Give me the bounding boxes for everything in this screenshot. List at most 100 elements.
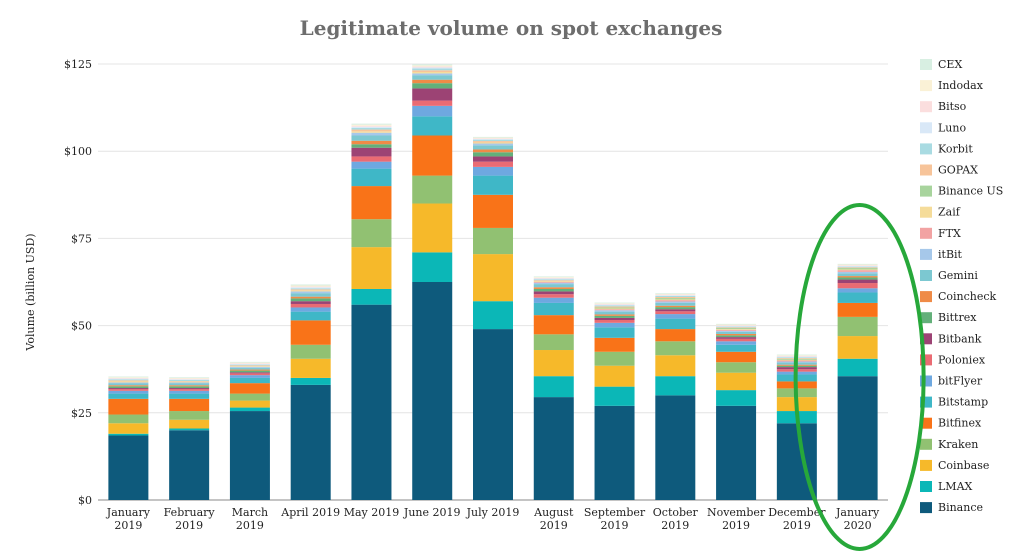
legend-swatch: [920, 375, 932, 387]
legend-swatch: [920, 185, 932, 197]
bar-segment: [290, 293, 331, 297]
legend-label: LMAX: [938, 480, 973, 493]
bar-segment: [594, 304, 635, 306]
bar-segment: [290, 285, 331, 287]
bar-segment: [473, 139, 513, 142]
bar-segment: [716, 362, 757, 373]
y-tick-label: $50: [71, 320, 92, 333]
bar-segment: [473, 138, 513, 140]
bar-segment: [290, 377, 331, 385]
bar-segment: [533, 284, 574, 288]
bar-segment: [412, 79, 453, 84]
bar-segment: [716, 328, 757, 330]
bar-segment: [473, 138, 513, 139]
legend-swatch: [920, 333, 932, 345]
y-tick-label: $0: [78, 494, 92, 507]
bar-segment: [473, 149, 513, 153]
legend-label: Bitbank: [938, 332, 982, 345]
bar-segment: [837, 376, 878, 500]
bar-segment: [169, 377, 210, 378]
bar-segment: [412, 70, 453, 73]
bar-segment: [412, 88, 453, 101]
bar-segment: [837, 336, 878, 359]
bar-segment: [108, 390, 149, 394]
x-tick-label: January 2019: [106, 506, 151, 532]
bar-segment: [837, 316, 878, 337]
bar-segment: [108, 388, 149, 390]
bar-segment: [473, 136, 513, 138]
x-tick-label: May 2019: [344, 506, 400, 519]
bar-segment: [837, 265, 878, 267]
bar-segment: [837, 283, 878, 289]
legend-label: Bitso: [938, 100, 967, 113]
legend-label: Coincheck: [938, 290, 997, 303]
bar-segment: [412, 282, 453, 500]
bar-segment: [594, 311, 635, 315]
bar-segment: [108, 376, 149, 378]
bar-segment: [169, 380, 210, 382]
bar-segment: [837, 264, 878, 266]
x-tick-label: February 2019: [164, 506, 216, 532]
bar-segment: [837, 263, 878, 265]
x-tick-label: March 2019: [232, 506, 268, 532]
bar-segment: [108, 389, 149, 391]
bar-segment: [594, 405, 635, 500]
bar-segment: [169, 386, 210, 389]
bar-segment: [108, 377, 149, 378]
bar-segment: [290, 284, 331, 286]
bar-segment: [169, 419, 210, 429]
bar-segment: [473, 161, 513, 167]
bar-segment: [533, 315, 574, 335]
bar-segment: [290, 311, 331, 321]
bar-segment: [351, 140, 392, 145]
bar-segment: [716, 325, 757, 326]
highlight-ellipse: [793, 203, 926, 551]
bar-segment: [655, 298, 696, 300]
bar-segment: [716, 329, 757, 330]
bar-segment: [594, 308, 635, 310]
bar-segment: [412, 72, 453, 74]
bar-segment: [169, 381, 210, 383]
bar-segment: [655, 309, 696, 312]
bar-segment: [290, 296, 331, 299]
legend-label: CEX: [938, 58, 962, 71]
bar-segment: [716, 337, 757, 339]
bar-segment: [229, 361, 270, 363]
bar-segment: [290, 286, 331, 288]
legend-label: Zaif: [938, 206, 961, 219]
legend: CEX Indodax Bitso Luno Korbit GOPAX Binance US…: [920, 58, 1003, 514]
bar-segment: [290, 303, 331, 308]
bar-segment: [290, 320, 331, 345]
bar-segment: [533, 350, 574, 377]
bar-segment: [716, 405, 757, 500]
bar-segment: [351, 161, 392, 169]
bar-segment: [473, 175, 513, 195]
legend-label: Binance: [938, 501, 983, 514]
bar-segment: [533, 277, 574, 279]
legend-label: Poloniex: [938, 353, 986, 366]
bar-segment: [533, 276, 574, 278]
bar-segment: [594, 305, 635, 307]
bar-segment: [108, 381, 149, 383]
bar-segment: [351, 131, 392, 133]
bar-segment: [837, 267, 878, 269]
bar-segment: [169, 411, 210, 420]
bar-segment: [837, 358, 878, 377]
legend-swatch: [920, 206, 932, 218]
bar-segment: [837, 266, 878, 268]
bar-segment: [351, 147, 392, 157]
bar-segment: [229, 383, 270, 394]
bar-segment: [473, 301, 513, 330]
bar-segment: [169, 390, 210, 394]
bar-segment: [169, 378, 210, 380]
bar-segment: [533, 279, 574, 281]
bar-segment: [594, 351, 635, 366]
bar-segment: [533, 334, 574, 351]
bar-segment: [169, 377, 210, 379]
bar-segment: [412, 252, 453, 282]
bar-segment: [412, 135, 453, 176]
bar-segment: [290, 288, 331, 290]
bar-segment: [412, 65, 453, 67]
bar-segment: [837, 270, 878, 272]
legend-swatch: [920, 143, 932, 155]
